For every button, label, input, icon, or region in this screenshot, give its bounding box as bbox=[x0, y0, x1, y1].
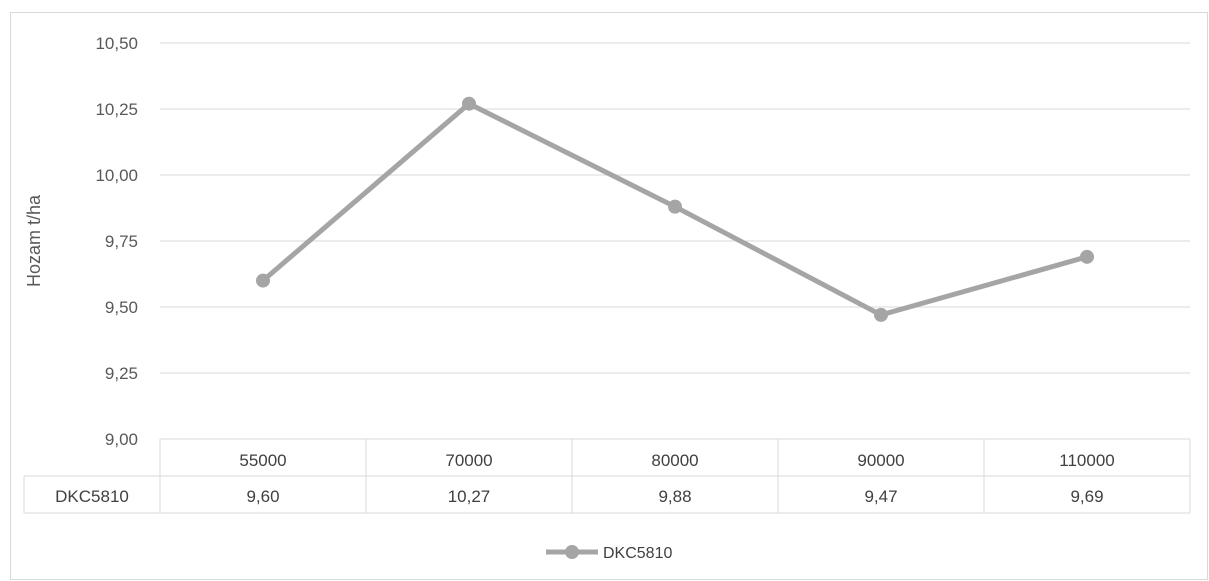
category-label: 80000 bbox=[651, 451, 698, 470]
gridlines bbox=[160, 42, 1190, 374]
y-tick-label: 9,75 bbox=[105, 232, 138, 251]
category-label: 55000 bbox=[239, 451, 286, 470]
data-point bbox=[256, 273, 270, 288]
legend: DKC5810 bbox=[546, 545, 672, 562]
category-label: 90000 bbox=[857, 451, 904, 470]
table-row-header: DKC5810 bbox=[55, 487, 129, 506]
data-point bbox=[1080, 249, 1094, 264]
y-tick-label: 9,25 bbox=[105, 364, 138, 383]
data-point bbox=[874, 307, 888, 322]
y-tick-label: 10,00 bbox=[95, 166, 138, 185]
y-axis-title: Hozam t/ha bbox=[24, 194, 44, 287]
table-value-cell: 9,47 bbox=[864, 487, 897, 506]
table-value-cell: 10,27 bbox=[448, 487, 491, 506]
data-table: 55000 70000 80000 90000 110000 DKC5810 9,60 10,… bbox=[23, 438, 1191, 514]
chart-frame bbox=[10, 12, 1208, 580]
table-value-cell: 9,60 bbox=[246, 487, 279, 506]
y-tick-label: 10,50 bbox=[95, 34, 138, 53]
y-tick-label: 10,25 bbox=[95, 100, 138, 119]
y-tick-label: 9,50 bbox=[105, 298, 138, 317]
table-value-cell: 9,69 bbox=[1070, 487, 1103, 506]
data-point bbox=[462, 96, 476, 111]
series-line-layer bbox=[256, 96, 1094, 322]
legend-marker bbox=[565, 545, 579, 559]
data-point bbox=[668, 199, 682, 214]
category-label: 70000 bbox=[445, 451, 492, 470]
legend-label: DKC5810 bbox=[603, 545, 672, 562]
y-tick-label: 9,00 bbox=[105, 430, 138, 449]
y-axis-tick-labels: 9,00 9,25 9,50 9,75 10,00 10,25 10,50 bbox=[95, 34, 138, 449]
category-label: 110000 bbox=[1059, 451, 1114, 470]
table-value-cell: 9,88 bbox=[658, 487, 691, 506]
